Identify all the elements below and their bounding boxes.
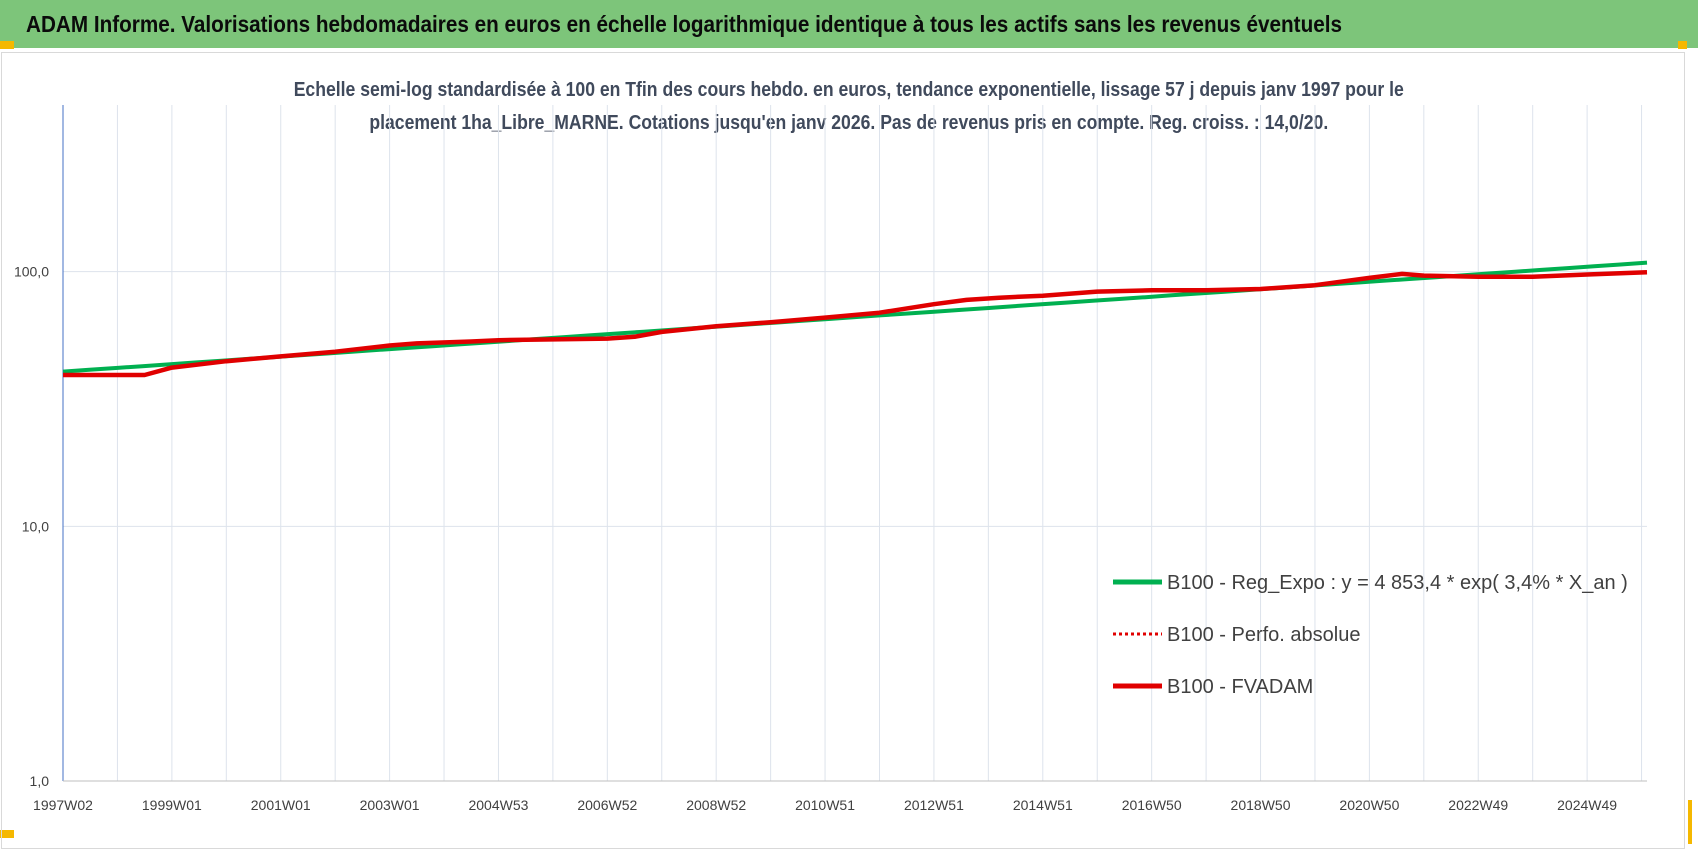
chart-area (1, 52, 1685, 849)
x-tick-label: 2018W50 (1231, 797, 1291, 813)
legend-label: B100 - Reg_Expo : y = 4 853,4 * exp( 3,4… (1167, 572, 1628, 594)
corner-mark-top-right (1678, 41, 1687, 49)
legend-label: B100 - Perfo. absolue (1167, 624, 1360, 646)
x-tick-label: 2008W52 (686, 797, 746, 813)
x-tick-label: 1999W01 (142, 797, 202, 813)
x-tick-label: 2016W50 (1122, 797, 1182, 813)
y-tick-label: 1,0 (30, 773, 50, 789)
x-tick-label: 2006W52 (577, 797, 637, 813)
corner-mark-bottom-right (1688, 800, 1692, 844)
x-tick-label: 2012W51 (904, 797, 964, 813)
chart-title: Echelle semi-log standardisée à 100 en T… (0, 74, 1698, 140)
chart-title-line-1: Echelle semi-log standardisée à 100 en T… (293, 79, 1405, 101)
x-tick-label: 2004W53 (468, 797, 528, 813)
x-tick-label: 2020W50 (1339, 797, 1399, 813)
corner-mark-top-left (0, 41, 14, 49)
y-tick-label: 10,0 (22, 518, 49, 534)
x-tick-label: 2003W01 (360, 797, 420, 813)
x-tick-label: 2022W49 (1448, 797, 1508, 813)
x-tick-label: 1997W02 (33, 797, 93, 813)
x-tick-label: 2010W51 (795, 797, 855, 813)
y-tick-label: 100,0 (14, 264, 49, 280)
x-tick-label: 2024W49 (1557, 797, 1617, 813)
corner-mark-bottom-left (0, 830, 14, 838)
page-title: ADAM Informe. Valorisations hebdomadaire… (26, 10, 1342, 37)
chart-title-line-2: placement 1ha_Libre_MARNE. Cotations jus… (369, 112, 1329, 134)
x-tick-label: 2014W51 (1013, 797, 1073, 813)
legend: B100 - Reg_Expo : y = 4 853,4 * exp( 3,4… (1113, 572, 1628, 698)
series-line-3 (63, 269, 1648, 378)
x-tick-label: 2001W01 (251, 797, 311, 813)
header-banner: ADAM Informe. Valorisations hebdomadaire… (0, 0, 1698, 48)
legend-label: B100 - FVADAM (1167, 676, 1313, 698)
